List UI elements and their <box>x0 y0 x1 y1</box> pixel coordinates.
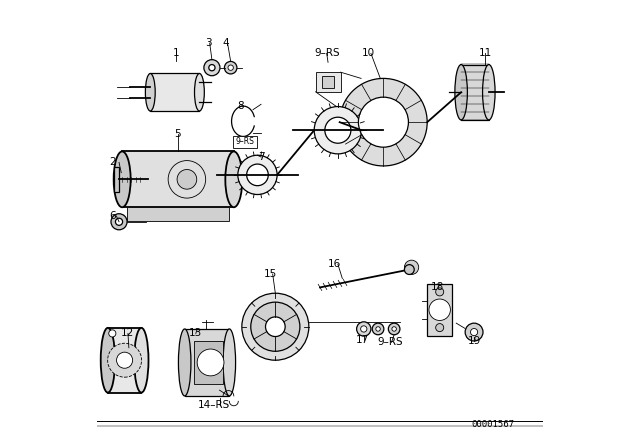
Circle shape <box>436 288 444 296</box>
Text: 3: 3 <box>205 38 212 48</box>
Circle shape <box>266 317 285 336</box>
Circle shape <box>251 302 300 351</box>
Ellipse shape <box>114 151 131 207</box>
Circle shape <box>225 61 237 74</box>
Text: 12: 12 <box>120 328 134 338</box>
Text: 14–RS: 14–RS <box>198 400 230 410</box>
Bar <box>461 65 489 120</box>
Text: 1: 1 <box>173 48 179 58</box>
Circle shape <box>470 328 477 336</box>
Ellipse shape <box>145 73 156 111</box>
Ellipse shape <box>483 65 495 120</box>
Text: 11: 11 <box>479 48 492 58</box>
Circle shape <box>392 327 396 331</box>
Text: 10: 10 <box>362 48 375 58</box>
Bar <box>114 167 118 192</box>
Text: 18: 18 <box>430 282 444 293</box>
Bar <box>194 341 223 384</box>
Circle shape <box>108 343 141 377</box>
Text: 9–RS: 9–RS <box>378 337 403 347</box>
Ellipse shape <box>134 328 148 392</box>
Circle shape <box>404 265 414 275</box>
Text: 00001567: 00001567 <box>471 420 515 430</box>
Circle shape <box>246 164 268 185</box>
Bar <box>127 207 229 221</box>
Circle shape <box>116 352 132 368</box>
Circle shape <box>204 60 220 76</box>
Text: 17: 17 <box>356 335 369 345</box>
Text: 6: 6 <box>109 211 116 221</box>
Ellipse shape <box>179 329 191 396</box>
Circle shape <box>314 107 362 154</box>
Text: 7: 7 <box>258 152 264 162</box>
Circle shape <box>404 260 419 275</box>
Circle shape <box>325 117 351 143</box>
Text: 2: 2 <box>109 157 116 168</box>
Circle shape <box>376 327 380 331</box>
Bar <box>233 136 257 148</box>
Circle shape <box>361 326 367 332</box>
Bar <box>427 284 452 336</box>
Text: 15: 15 <box>263 269 276 279</box>
Circle shape <box>358 97 408 147</box>
Bar <box>122 151 234 207</box>
Text: 4: 4 <box>223 38 230 48</box>
Circle shape <box>115 218 123 225</box>
Ellipse shape <box>100 328 115 392</box>
Ellipse shape <box>195 73 204 111</box>
Circle shape <box>197 349 224 376</box>
Bar <box>150 73 200 111</box>
Text: 5: 5 <box>175 129 181 139</box>
Circle shape <box>465 323 483 341</box>
Text: 8: 8 <box>237 101 244 111</box>
Circle shape <box>388 323 400 335</box>
Circle shape <box>436 323 444 332</box>
Ellipse shape <box>455 65 467 120</box>
Circle shape <box>109 330 116 337</box>
Bar <box>316 72 340 92</box>
Bar <box>108 328 141 392</box>
Circle shape <box>228 65 234 70</box>
Text: 16: 16 <box>328 259 341 269</box>
Circle shape <box>242 293 309 360</box>
Circle shape <box>372 323 384 335</box>
Ellipse shape <box>225 151 243 207</box>
Bar <box>322 76 334 88</box>
Circle shape <box>111 214 127 230</box>
Circle shape <box>238 155 277 194</box>
Text: 13: 13 <box>188 328 202 338</box>
Circle shape <box>356 322 371 336</box>
Text: 9–RS: 9–RS <box>236 138 255 146</box>
Text: 9–RS: 9–RS <box>314 48 339 58</box>
Circle shape <box>340 78 427 166</box>
Circle shape <box>177 169 196 189</box>
Text: 19: 19 <box>467 336 481 346</box>
Circle shape <box>429 299 451 320</box>
Circle shape <box>209 65 215 71</box>
Ellipse shape <box>223 329 236 396</box>
Bar <box>185 329 229 396</box>
